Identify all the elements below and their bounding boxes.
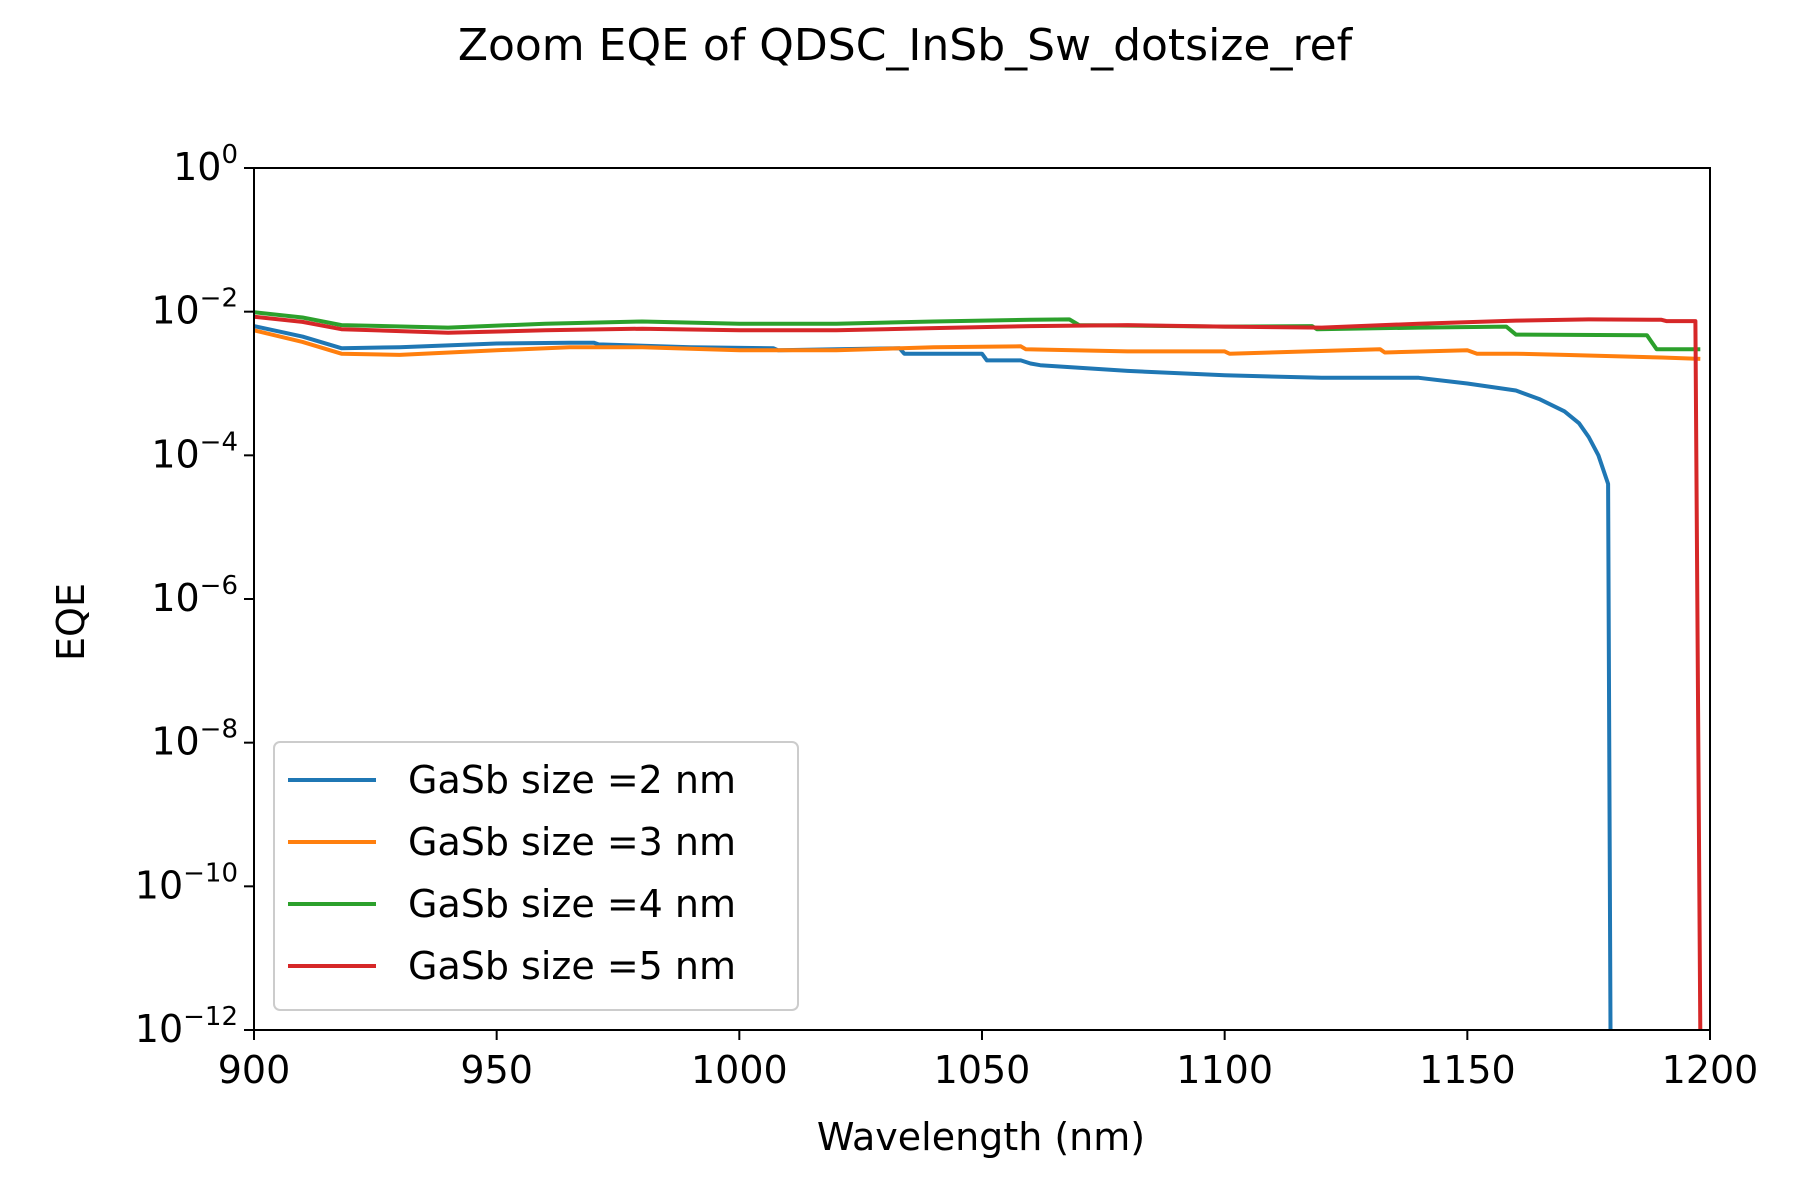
- x-tick-label: 1150: [1419, 1048, 1516, 1092]
- y-tick-label: 10−4: [151, 427, 238, 476]
- series-line-2: [254, 328, 1701, 361]
- ticks-layer: 900 950 1000 1050 1100 1150 1200 100 10−2 10−4 10−…: [135, 140, 1759, 1092]
- y-tick-label: 10−2: [151, 284, 238, 333]
- legend-label-3: GaSb size =4 nm: [408, 882, 736, 926]
- series-line-3: [254, 310, 1701, 352]
- y-tick-label: 10−12: [135, 1002, 238, 1051]
- y-tick-label: 100: [173, 140, 238, 189]
- x-tick-label: 1000: [691, 1048, 788, 1092]
- y-tick-label: 10−10: [135, 858, 238, 907]
- legend-box: [273, 741, 799, 1011]
- legend-label-4: GaSb size =5 nm: [408, 944, 736, 988]
- x-tick-label: 1050: [934, 1048, 1031, 1092]
- chart-title: Zoom EQE of QDSC_InSb_Sw_dotsize_ref: [458, 20, 1354, 71]
- x-tick-label: 1200: [1662, 1048, 1759, 1092]
- series-layer: [254, 310, 1703, 1030]
- x-tick-label: 950: [460, 1048, 533, 1092]
- series-line-1: [254, 324, 1613, 1030]
- legend-label-2: GaSb size =3 nm: [408, 820, 736, 864]
- legend: GaSb size =2 nm GaSb size =3 nm GaSb size …: [273, 741, 799, 1011]
- x-axis-label: Wavelength (nm): [817, 1115, 1145, 1159]
- y-tick-label: 10−8: [151, 715, 238, 764]
- y-axis-label: EQE: [49, 583, 93, 661]
- legend-label-1: GaSb size =2 nm: [408, 758, 736, 802]
- y-tick-label: 10−6: [151, 571, 238, 620]
- x-tick-label: 1100: [1176, 1048, 1273, 1092]
- series-line-4: [254, 314, 1703, 1030]
- x-tick-label: 900: [218, 1048, 291, 1092]
